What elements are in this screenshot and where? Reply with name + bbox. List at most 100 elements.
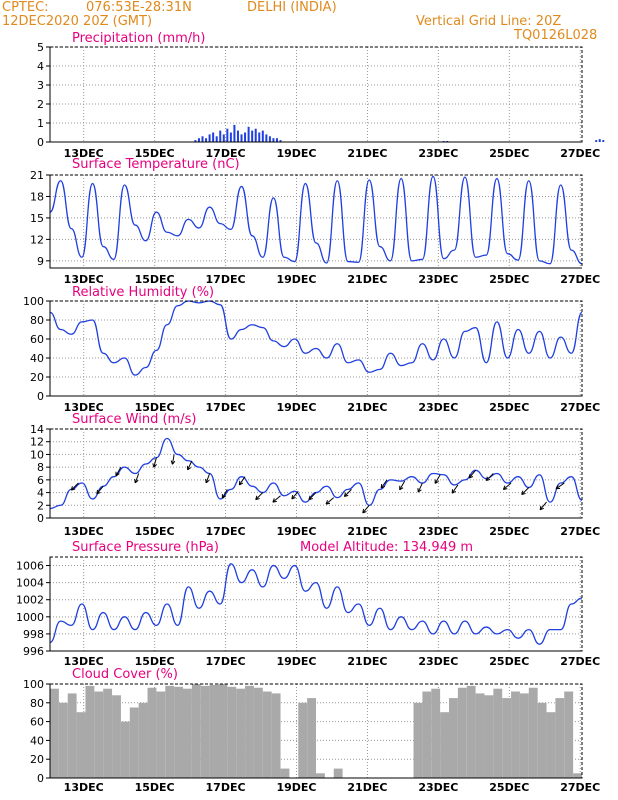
- precip-bar: [254, 128, 257, 142]
- wind-arrow-head: [222, 495, 227, 499]
- y-tick-label: 1004: [16, 577, 44, 590]
- precip-bar: [598, 139, 601, 142]
- y-tick-label: 0: [37, 772, 44, 785]
- y-tick-label: 2: [37, 98, 44, 111]
- y-tick-label: 998: [23, 628, 44, 641]
- panel-subtitle: Model Altitude: 134.949 m: [300, 540, 473, 555]
- x-tick-label: 21DEC: [347, 147, 387, 160]
- cloud-bar: [440, 712, 449, 778]
- cloud-bar: [120, 721, 130, 778]
- x-tick-label: 19DEC: [276, 401, 316, 414]
- cloud-bar: [85, 685, 95, 778]
- y-tick-label: 2: [37, 499, 44, 512]
- x-tick-label: 25DEC: [489, 655, 529, 668]
- x-tick-label: 23DEC: [418, 655, 458, 668]
- panel-2: 13DEC 15DEC 17DEC 19DEC 21DEC 23DEC 25DEC 27DEC…: [30, 157, 600, 286]
- cloud-bar: [236, 688, 246, 778]
- wind-arrow-head: [344, 494, 349, 497]
- wind-arrow-head: [205, 479, 210, 484]
- y-tick-label: 100: [23, 295, 44, 308]
- x-tick-label: 15DEC: [135, 147, 175, 160]
- precip-bar: [240, 134, 243, 142]
- wind-arrow-head: [187, 467, 192, 471]
- wind-arrow-head: [362, 508, 365, 514]
- header-location: DELHI (INDIA): [247, 0, 337, 15]
- wind-arrow: [115, 466, 122, 477]
- wind-arrow-head: [468, 476, 474, 479]
- precip-bar: [236, 130, 239, 142]
- cloud-bar: [511, 691, 520, 778]
- wind-arrow-head: [555, 484, 559, 489]
- panel-frame: [49, 556, 583, 652]
- wind-arrow-head: [380, 485, 386, 489]
- wind-arrow: [70, 482, 79, 491]
- x-tick-label: 21DEC: [347, 525, 387, 538]
- y-tick-label: 100: [23, 678, 44, 691]
- y-tick-label: 0: [37, 512, 44, 525]
- precip-bar: [226, 128, 229, 142]
- wind-arrow-head: [503, 488, 508, 490]
- x-tick-label: 13DEC: [64, 401, 104, 414]
- wind-arrow-head: [434, 480, 439, 484]
- y-tick-label: 9: [37, 255, 44, 268]
- cloud-bar: [457, 687, 467, 778]
- cloud-bar: [493, 688, 503, 778]
- header-grid-note: Vertical Grid Line: 20Z: [416, 14, 562, 29]
- wind-arrow-head: [417, 489, 422, 493]
- precip-bar: [268, 136, 271, 142]
- cloud-bar: [209, 684, 219, 778]
- y-tick-label: 0: [37, 136, 44, 149]
- x-tick-label: 27DEC: [560, 525, 600, 538]
- panel-frame: [49, 428, 583, 519]
- wind-arrow-head: [153, 464, 157, 468]
- wind-arrow-head: [170, 460, 173, 465]
- wind-arrow-head: [115, 473, 120, 477]
- y-tick-label: 20: [30, 753, 44, 766]
- wind-arrow: [221, 489, 228, 499]
- y-tick-label: 18: [30, 190, 44, 203]
- cloud-bar: [466, 685, 476, 778]
- x-tick-label: 19DEC: [276, 781, 316, 794]
- cloud-bar: [307, 698, 316, 778]
- wind-arrow-head: [239, 482, 244, 486]
- panel-title: Cloud Cover (%): [72, 667, 178, 682]
- y-tick-label: 6: [37, 474, 44, 487]
- wind-arrow: [238, 476, 246, 486]
- wind-arrow: [555, 482, 565, 490]
- x-tick-label: 21DEC: [347, 401, 387, 414]
- header-model-code: TQ0126L028: [514, 28, 598, 43]
- y-tick-label: 40: [30, 734, 44, 747]
- cloud-bar: [333, 768, 343, 778]
- y-tick-label: 1006: [16, 560, 44, 573]
- x-tick-label: 13DEC: [64, 781, 104, 794]
- x-tick-label: 17DEC: [206, 525, 246, 538]
- cloud-bar: [280, 768, 290, 778]
- cloud-bar: [528, 687, 538, 778]
- wind-arrow: [521, 487, 530, 495]
- panel-3: 13DEC 15DEC 17DEC 19DEC 21DEC 23DEC 25DEC 27DEC…: [23, 285, 600, 414]
- y-tick-label: 0: [37, 390, 44, 403]
- y-tick-label: 12: [30, 233, 44, 246]
- x-tick-label: 19DEC: [276, 655, 316, 668]
- panel-title: Relative Humidity (%): [72, 285, 214, 300]
- y-tick-label: 12: [30, 436, 44, 449]
- y-tick-label: 80: [30, 697, 44, 710]
- x-tick-label: 21DEC: [347, 273, 387, 286]
- y-tick-label: 3: [37, 79, 44, 92]
- precip-bar: [229, 132, 232, 142]
- wind-arrow-head: [152, 463, 155, 468]
- x-tick-label: 13DEC: [64, 147, 104, 160]
- wind-arrow-head: [362, 511, 367, 514]
- x-tick-label: 17DEC: [206, 273, 246, 286]
- y-tick-label: 1002: [16, 594, 44, 607]
- cloud-bar: [147, 687, 157, 778]
- x-tick-label: 17DEC: [206, 655, 246, 668]
- y-tick-label: 14: [30, 423, 44, 436]
- precip-bar: [272, 138, 275, 142]
- wind-arrow-head: [272, 500, 277, 503]
- precip-bar: [258, 132, 261, 142]
- wind-arrow-head: [96, 489, 99, 494]
- y-tick-label: 21: [30, 169, 44, 182]
- x-tick-label: 17DEC: [206, 401, 246, 414]
- x-tick-label: 17DEC: [206, 781, 246, 794]
